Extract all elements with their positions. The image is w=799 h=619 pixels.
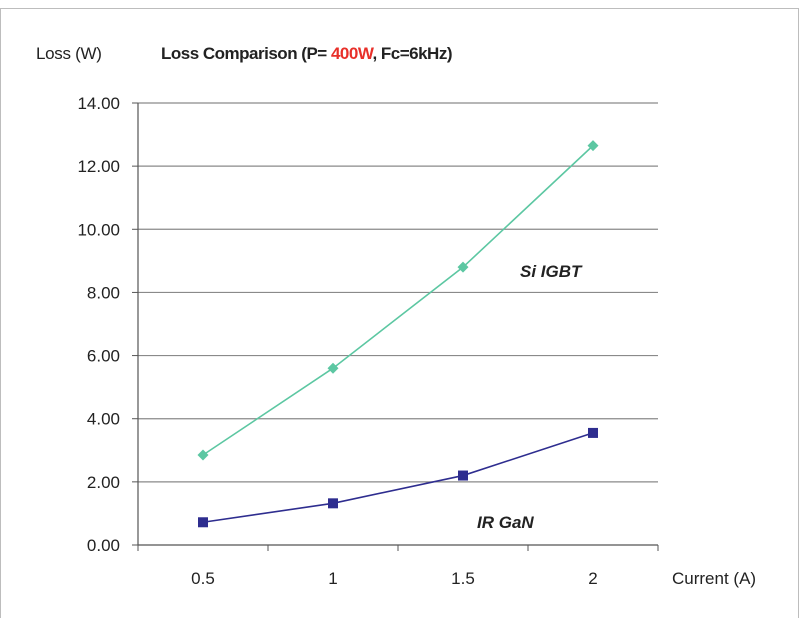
series-lines bbox=[197, 140, 599, 528]
series-line-1 bbox=[202, 432, 594, 524]
y-tick-label-4: 8.00 bbox=[87, 283, 120, 302]
title-part-3: , Fc=6kHz) bbox=[372, 44, 452, 63]
axes bbox=[132, 102, 659, 551]
x-tick-label-0: 0.5 bbox=[191, 569, 215, 588]
x-tick-label-1: 1 bbox=[328, 569, 337, 588]
y-tick-label-3: 6.00 bbox=[87, 347, 120, 366]
x-tick-label-3: 2 bbox=[588, 569, 597, 588]
series-label-ir-gan: IR GaN bbox=[477, 513, 534, 532]
series-1-point-2 bbox=[458, 470, 468, 481]
series-1-point-3 bbox=[588, 427, 598, 438]
series-line-0 bbox=[202, 145, 594, 456]
y-tick-label-6: 12.00 bbox=[77, 157, 120, 176]
series-0-point-1 bbox=[327, 362, 339, 374]
x-axis-label: Current (A) bbox=[672, 569, 756, 588]
y-axis-label: Loss (W) bbox=[36, 44, 102, 63]
series-0-point-0 bbox=[197, 449, 209, 461]
y-tick-label-1: 2.00 bbox=[87, 473, 120, 492]
series-0-point-2 bbox=[457, 261, 469, 273]
title-part-1: Loss Comparison (P= bbox=[161, 44, 331, 63]
chart-title: Loss Comparison (P= 400W, Fc=6kHz) bbox=[161, 44, 452, 64]
x-tick-label-2: 1.5 bbox=[451, 569, 475, 588]
series-1-point-1 bbox=[328, 498, 338, 509]
y-tick-label-7: 14.00 bbox=[77, 94, 120, 113]
series-0-point-3 bbox=[587, 140, 599, 152]
y-tick-label-2: 4.00 bbox=[87, 410, 120, 429]
y-tick-label-0: 0.00 bbox=[87, 536, 120, 555]
series-1-point-0 bbox=[198, 517, 208, 528]
series-label-si-igbt: Si IGBT bbox=[520, 262, 583, 281]
gridlines bbox=[138, 102, 658, 483]
y-tick-label-5: 10.00 bbox=[77, 220, 120, 239]
x-tick-labels: 0.5 1 1.5 2 bbox=[191, 569, 598, 588]
title-power-highlight: 400W bbox=[330, 44, 373, 63]
y-tick-labels: 0.00 2.00 4.00 6.00 8.00 10.00 12.00 14.00 bbox=[77, 94, 120, 555]
